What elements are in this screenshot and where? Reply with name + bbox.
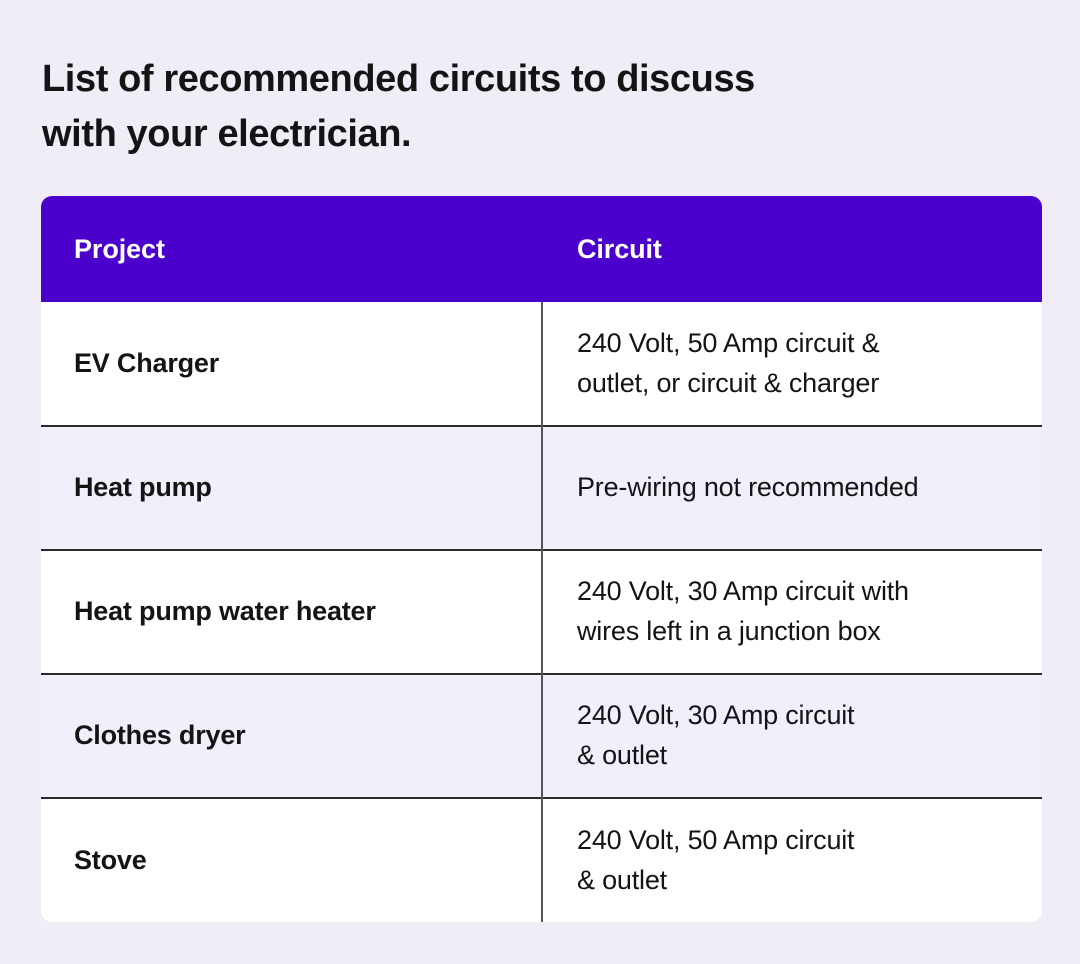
table-header: Project Circuit bbox=[41, 196, 1042, 302]
cell-circuit-line-2: wires left in a junction box bbox=[577, 616, 881, 646]
cell-circuit: 240 Volt, 50 Amp circuit & outlet, or ci… bbox=[541, 302, 1042, 426]
column-header-circuit: Circuit bbox=[541, 196, 1042, 302]
page-title: List of recommended circuits to discuss … bbox=[42, 52, 942, 161]
column-header-project: Project bbox=[41, 196, 542, 302]
table-row: EV Charger 240 Volt, 50 Amp circuit & ou… bbox=[41, 302, 1042, 426]
circuits-table-container: Project Circuit EV Charger 240 Volt, 50 … bbox=[41, 196, 1042, 922]
cell-circuit: 240 Volt, 50 Amp circuit & outlet bbox=[541, 797, 1042, 922]
page-title-line-1: List of recommended circuits to discuss bbox=[42, 58, 755, 100]
circuits-table: Project Circuit EV Charger 240 Volt, 50 … bbox=[41, 196, 1042, 922]
cell-project: Stove bbox=[41, 797, 542, 922]
table-row: Clothes dryer 240 Volt, 30 Amp circuit &… bbox=[41, 673, 1042, 798]
table-row: Heat pump water heater 240 Volt, 30 Amp … bbox=[41, 549, 1042, 674]
cell-circuit: 240 Volt, 30 Amp circuit & outlet bbox=[541, 673, 1042, 798]
cell-circuit-line-1: 240 Volt, 50 Amp circuit & bbox=[577, 327, 880, 358]
cell-project: Heat pump water heater bbox=[41, 549, 542, 674]
table-body: EV Charger 240 Volt, 50 Amp circuit & ou… bbox=[41, 302, 1042, 922]
cell-project: Heat pump bbox=[41, 425, 542, 550]
cell-circuit-line-2: & outlet bbox=[577, 740, 667, 770]
cell-circuit-line-1: 240 Volt, 50 Amp circuit bbox=[577, 824, 855, 855]
cell-circuit: 240 Volt, 30 Amp circuit with wires left… bbox=[541, 549, 1042, 674]
cell-circuit-line-2: & outlet bbox=[577, 864, 667, 895]
cell-circuit-line-1: 240 Volt, 30 Amp circuit with bbox=[577, 576, 909, 607]
cell-circuit: Pre-wiring not recommended bbox=[541, 425, 1042, 550]
table-row: Heat pump Pre-wiring not recommended bbox=[41, 425, 1042, 550]
cell-circuit-line-1: 240 Volt, 30 Amp circuit bbox=[577, 700, 855, 731]
cell-circuit-line-2: outlet, or circuit & charger bbox=[577, 367, 880, 398]
table-header-row: Project Circuit bbox=[41, 196, 1042, 302]
cell-circuit-line-1: Pre-wiring not recommended bbox=[577, 472, 919, 503]
table-row: Stove 240 Volt, 50 Amp circuit & outlet bbox=[41, 797, 1042, 922]
page-title-line-2: with your electrician. bbox=[42, 112, 412, 155]
cell-project: Clothes dryer bbox=[41, 673, 542, 798]
cell-project: EV Charger bbox=[41, 302, 542, 426]
